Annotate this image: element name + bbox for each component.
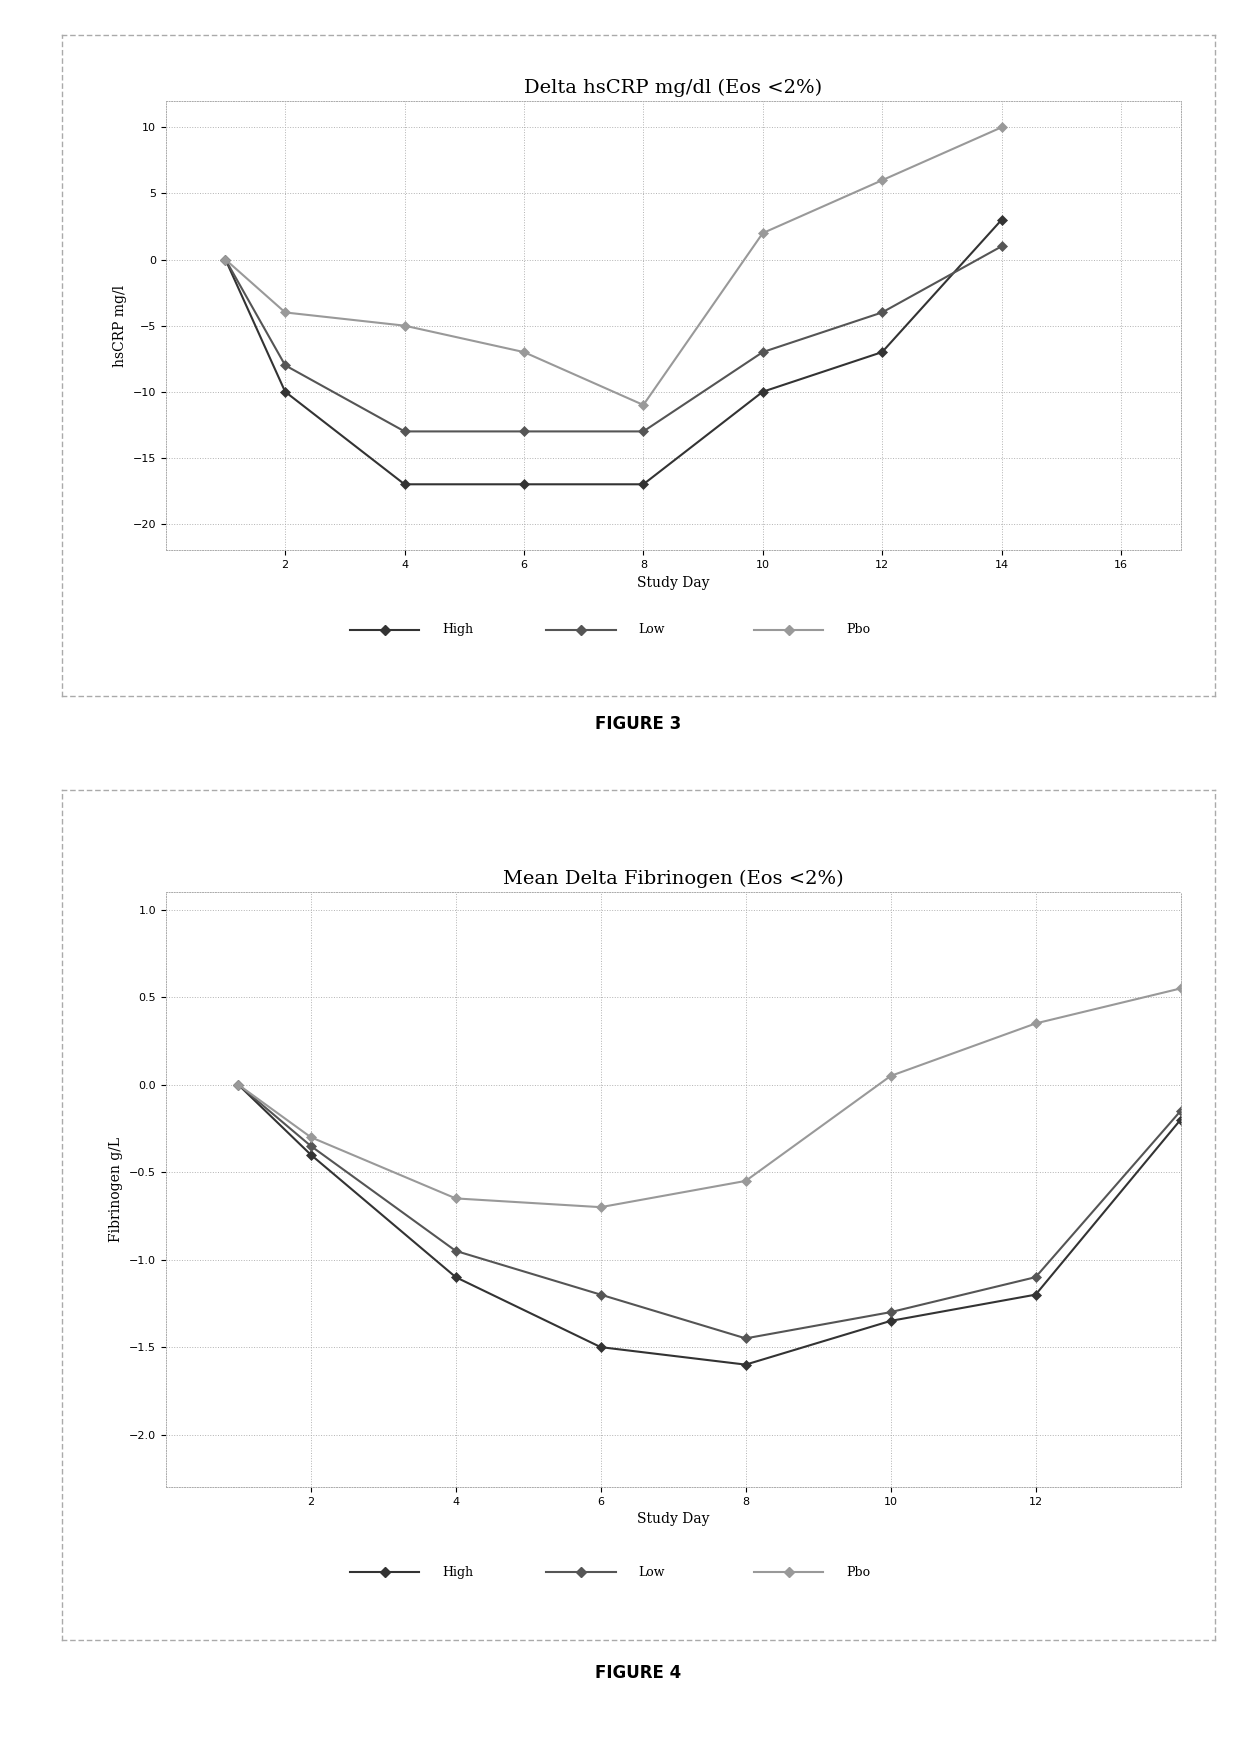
Text: Low: Low	[639, 1565, 665, 1579]
Text: High: High	[443, 1565, 474, 1579]
Text: FIGURE 3: FIGURE 3	[595, 716, 682, 733]
Text: FIGURE 4: FIGURE 4	[595, 1664, 682, 1682]
Text: Pbo: Pbo	[846, 1565, 870, 1579]
Text: Low: Low	[639, 623, 665, 635]
Text: High: High	[443, 623, 474, 635]
Text: Pbo: Pbo	[846, 623, 870, 635]
